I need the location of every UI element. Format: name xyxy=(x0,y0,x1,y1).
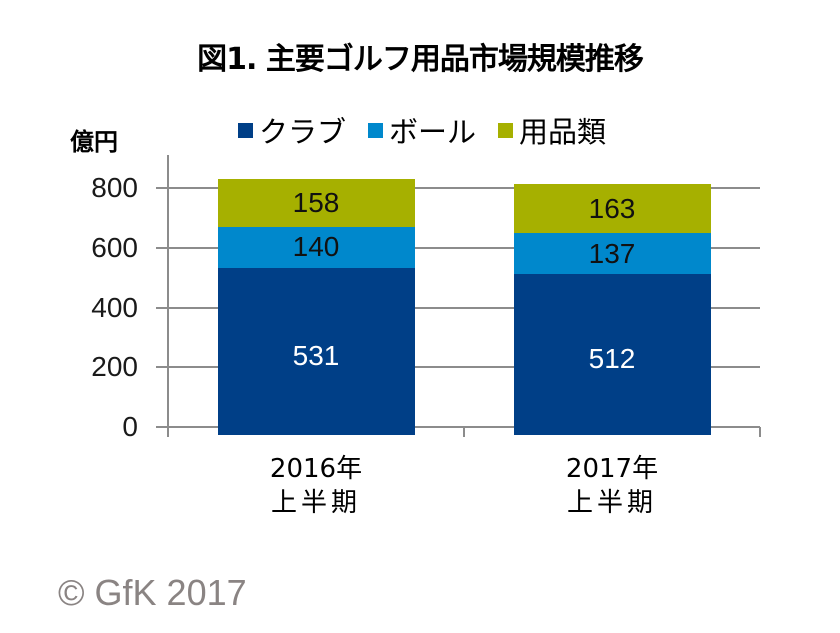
legend-item-goods: 用品類 xyxy=(498,109,606,151)
legend-label: ボール xyxy=(389,115,477,149)
legend-item-club: クラブ xyxy=(238,109,346,151)
legend-swatch-club-icon xyxy=(238,122,253,138)
x-category-label: 2016年上半期 xyxy=(216,452,416,520)
bar-segment: 158 xyxy=(217,179,415,227)
bar-segment: 531 xyxy=(217,268,415,435)
x-axis-tick xyxy=(759,427,761,437)
y-axis-label: 億円 xyxy=(70,128,118,156)
x-category-label-line: 2016年 xyxy=(269,454,363,484)
x-category-label-line: 2017年 xyxy=(565,454,659,484)
y-tick-label: 400 xyxy=(91,291,138,323)
gridline xyxy=(156,306,760,309)
bar-segment: 163 xyxy=(513,184,711,234)
stacked-bar: 512 137 163 xyxy=(513,184,711,435)
stacked-bar: 531 140 158 xyxy=(217,179,415,435)
copyright-footer: © GfK 2017 xyxy=(58,572,247,613)
gridline xyxy=(156,366,760,369)
gridline xyxy=(156,426,760,428)
x-category-label-line: 上半期 xyxy=(270,488,361,518)
legend-swatch-ball-icon xyxy=(368,122,384,138)
x-axis-tick xyxy=(463,427,465,437)
y-tick-label: 0 xyxy=(122,411,138,442)
chart-title: 図1. 主要ゴルフ用品市場規模推移 xyxy=(197,42,644,77)
y-tick-label: 200 xyxy=(91,351,138,383)
bar-segment: 137 xyxy=(513,233,711,275)
legend-item-ball: ボール xyxy=(368,109,476,151)
legend-label: クラブ xyxy=(259,115,347,149)
y-tick-label: 600 xyxy=(91,231,138,263)
bar-segment: 512 xyxy=(513,274,711,435)
legend: クラブ ボール 用品類 xyxy=(238,110,628,150)
x-category-label: 2017年上半期 xyxy=(512,452,712,520)
y-axis-line xyxy=(167,155,169,437)
gridline xyxy=(156,246,760,249)
bar-segment: 140 xyxy=(217,226,415,269)
y-tick-label: 800 xyxy=(91,172,138,203)
gridline xyxy=(156,187,760,189)
legend-label: 用品類 xyxy=(519,115,607,149)
x-category-label-line: 上半期 xyxy=(566,488,657,518)
legend-swatch-goods-icon xyxy=(498,122,514,138)
